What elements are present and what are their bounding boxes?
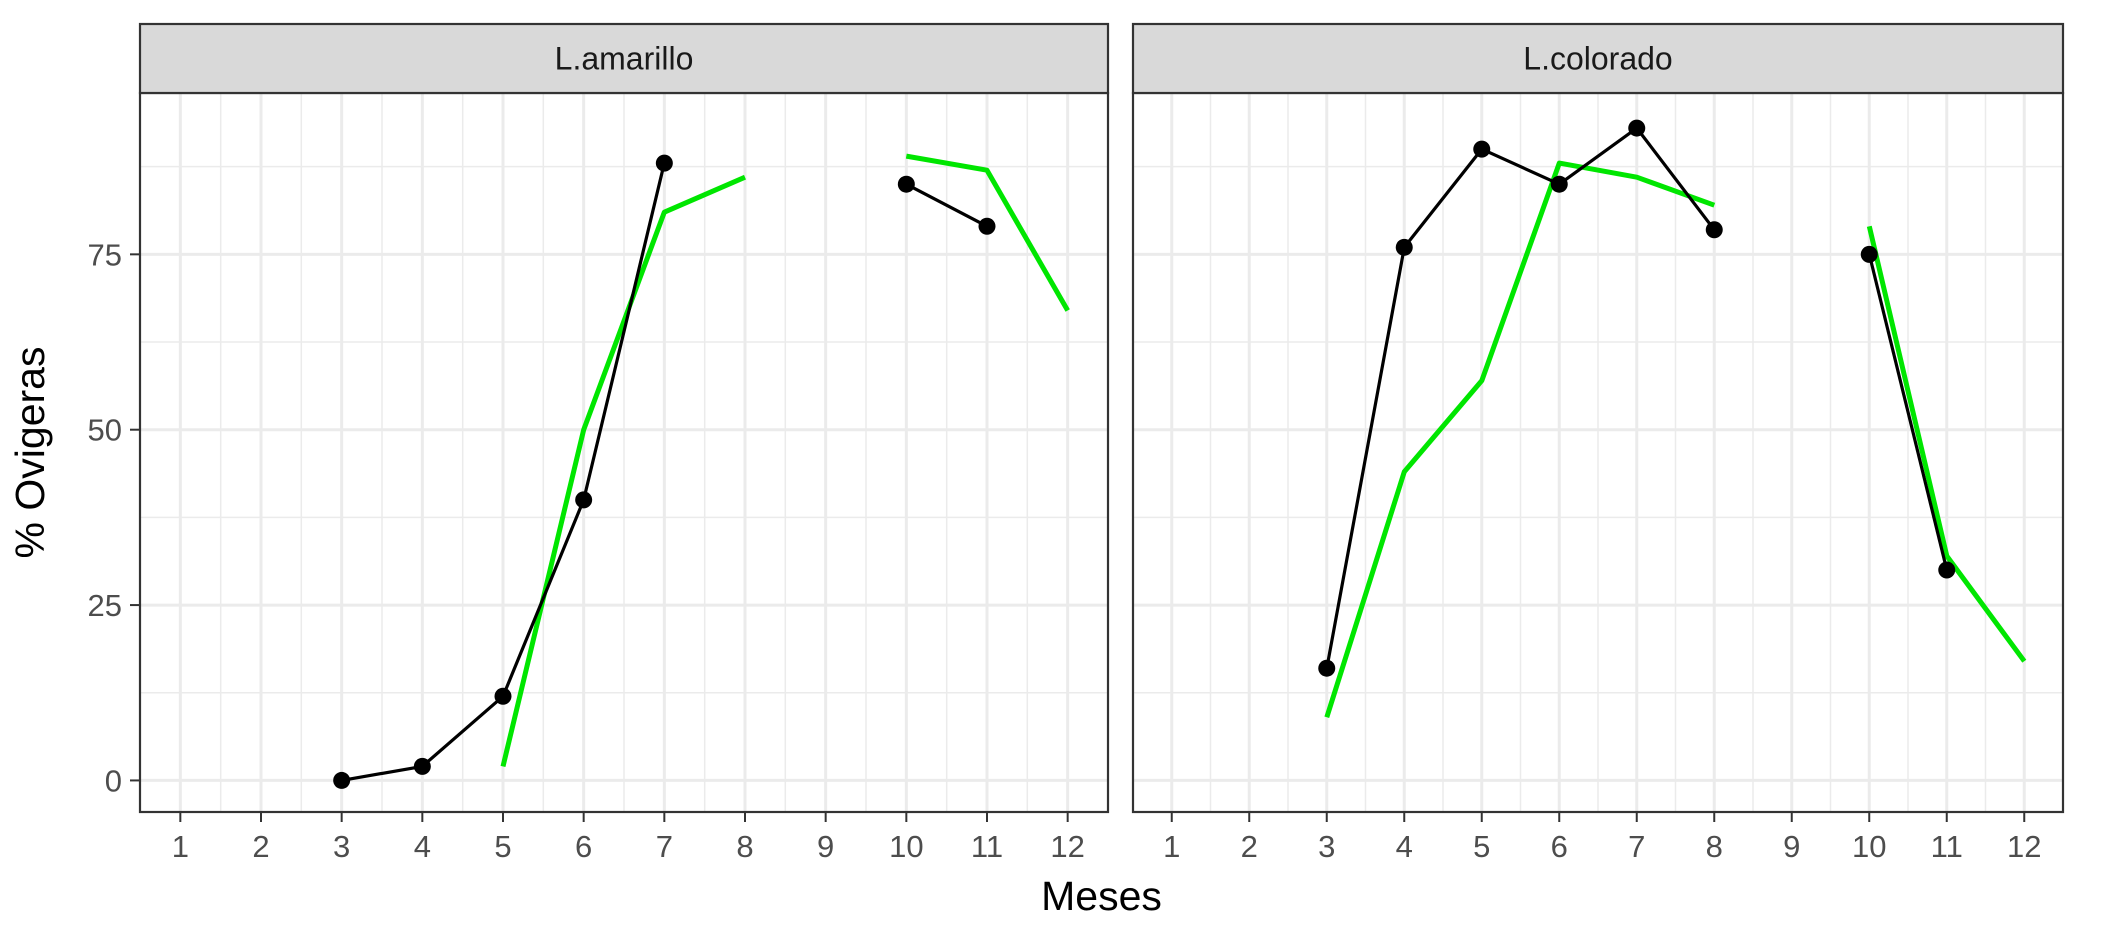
fitted-line-segment (1866, 225, 2027, 663)
observed-point (1395, 238, 1413, 256)
y-axis-title: % Ovigeras (7, 347, 53, 559)
x-tick-label: 8 (1706, 829, 1723, 864)
y-tick-label: 75 (88, 237, 122, 272)
x-tick-label: 10 (1852, 829, 1886, 864)
x-tick-label: 1 (1163, 829, 1180, 864)
facet-strip (138, 22, 1110, 95)
x-tick-label: 6 (575, 829, 592, 864)
observed-point (1705, 221, 1723, 239)
observed-line-segment (1325, 126, 1716, 669)
observed-point (494, 687, 512, 705)
observed-point (1628, 119, 1646, 137)
x-axis-title: Meses (1041, 873, 1162, 919)
x-tick-label: 5 (494, 829, 511, 864)
y-tick-label: 50 (88, 413, 122, 448)
facet-strip-label: L.colorado (1523, 41, 1672, 77)
fitted-line-segment (1324, 160, 1716, 719)
observed-point (1860, 245, 1878, 263)
observed-point (413, 757, 431, 775)
x-tick-label: 7 (656, 829, 673, 864)
observed-point (1550, 175, 1568, 193)
facet-strip-label: L.amarillo (555, 41, 694, 77)
x-tick-label: 4 (414, 829, 431, 864)
observed-point (655, 154, 673, 172)
x-tick-label: 12 (1050, 829, 1084, 864)
fitted-line-segment (905, 153, 1070, 312)
observed-point (1473, 140, 1491, 158)
x-tick-label: 11 (971, 829, 1003, 864)
observed-point (978, 217, 996, 235)
observed-point (1318, 659, 1336, 677)
observed-line-segment (905, 182, 988, 228)
x-tick-label: 4 (1396, 829, 1413, 864)
x-tick-label: 10 (889, 829, 923, 864)
observed-point (575, 491, 593, 509)
x-tick-label: 9 (817, 829, 834, 864)
observed-point (333, 771, 351, 789)
x-tick-label: 12 (2007, 829, 2041, 864)
x-tick-label: 3 (333, 829, 350, 864)
x-tick-label: 9 (1783, 829, 1800, 864)
observed-point (897, 175, 915, 193)
x-tick-label: 5 (1473, 829, 1490, 864)
x-tick-label: 2 (252, 829, 269, 864)
observed-line-segment (1867, 253, 1949, 571)
x-tick-label: 6 (1551, 829, 1568, 864)
facet-strip (1131, 22, 2065, 95)
x-tick-label: 1 (172, 829, 189, 864)
x-tick-label: 2 (1241, 829, 1258, 864)
x-tick-label: 7 (1628, 829, 1645, 864)
x-tick-label: 11 (1931, 829, 1963, 864)
x-tick-label: 3 (1318, 829, 1335, 864)
x-tick-label: 8 (736, 829, 753, 864)
y-tick-label: 25 (88, 588, 122, 623)
observed-point (1938, 561, 1956, 579)
y-tick-label: 0 (105, 763, 122, 798)
